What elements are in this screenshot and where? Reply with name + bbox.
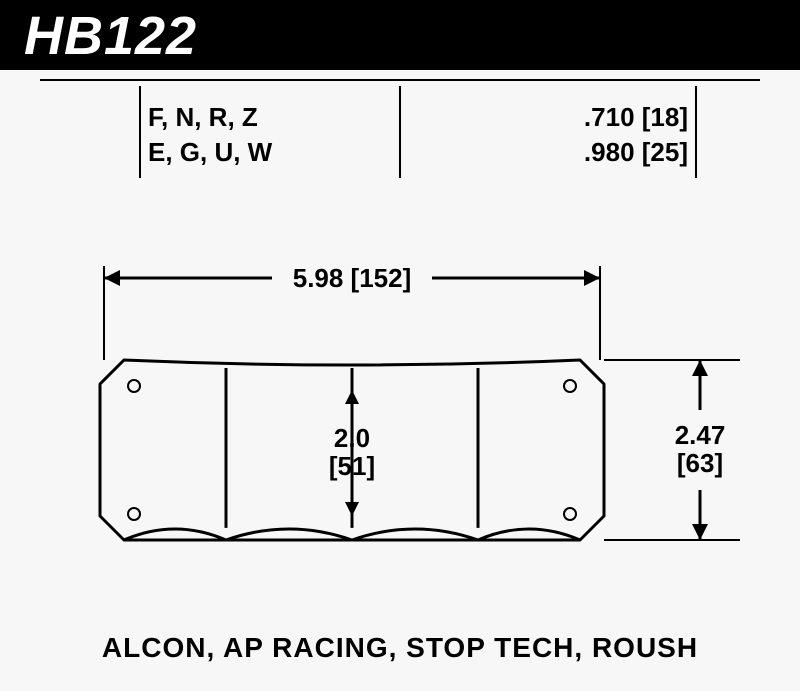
thickness-values: .710 [18].980 [25] — [584, 100, 688, 170]
codes-line1: F, N, R, Z — [148, 100, 272, 135]
outer-height-value: 2.47 — [675, 420, 726, 450]
inner-height-value: 2.0 — [334, 423, 370, 453]
codes-line2: E, G, U, W — [148, 135, 272, 170]
caliper-brands: ALCON, AP RACING, STOP TECH, ROUSH — [0, 632, 800, 664]
outer-height-mm: [63] — [677, 448, 723, 478]
thickness-line2: .980 [25] — [584, 135, 688, 170]
compound-codes: F, N, R, ZE, G, U, W — [148, 100, 272, 170]
width-dimension: 5.98 [152] — [293, 263, 412, 293]
thickness-line1: .710 [18] — [584, 100, 688, 135]
inner-height-mm: [51] — [329, 451, 375, 481]
